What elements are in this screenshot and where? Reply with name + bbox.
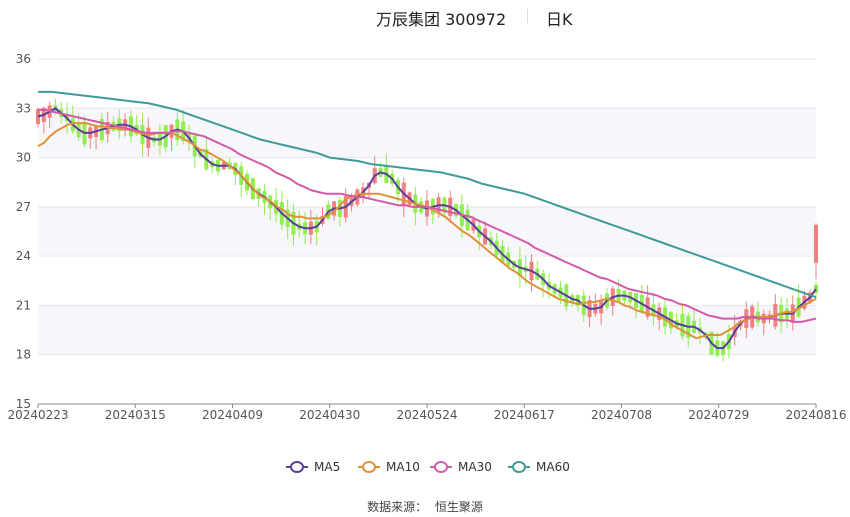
legend-swatch: [358, 461, 380, 473]
y-tick-label: 24: [16, 249, 31, 263]
x-tick-label: 20240729: [688, 408, 749, 422]
stock-title: 万辰集团 300972: [376, 10, 507, 29]
legend-item-ma10[interactable]: MA10: [358, 458, 420, 476]
legend-label: MA60: [536, 460, 570, 474]
series-line-ma30: [38, 108, 817, 323]
x-tick-label: 20240430: [299, 408, 360, 422]
x-tick-label: 20240617: [494, 408, 555, 422]
x-tick-label: 20240524: [396, 408, 457, 422]
candle-body: [814, 224, 818, 263]
y-tick-label: 33: [16, 101, 31, 115]
legend-swatch: [508, 461, 530, 473]
header-divider: [527, 9, 528, 23]
legend-label: MA30: [458, 460, 492, 474]
legend: MA5 MA10 MA30 MA60: [0, 458, 850, 478]
legend-label: MA5: [314, 460, 341, 474]
source-label: 数据来源：: [367, 500, 428, 514]
y-tick-label: 36: [16, 52, 31, 66]
series-line-ma60: [38, 90, 817, 299]
legend-item-ma60[interactable]: MA60: [508, 458, 570, 476]
x-tick-label: 20240409: [202, 408, 263, 422]
x-tick-label: 20240816: [785, 408, 846, 422]
y-tick-label: 15: [16, 397, 31, 411]
y-tick-label: 30: [16, 151, 31, 165]
series-line-ma5: [37, 107, 817, 350]
source-value: 恒生聚源: [434, 500, 483, 514]
kline-chart: 15 18 21 24 27 30 33 36 20240223 20240315 20240409…: [7, 52, 846, 422]
y-tick-label: 27: [16, 200, 31, 214]
x-tick-label: 20240708: [591, 408, 652, 422]
y-tick-label: 18: [16, 348, 31, 362]
legend-label: MA10: [386, 460, 420, 474]
y-tick-label: 21: [16, 298, 31, 312]
chart-header: 万辰集团 300972 日K: [0, 6, 850, 29]
period-label: 日K: [546, 10, 573, 29]
data-source: 数据来源： 恒生聚源: [0, 498, 850, 515]
legend-swatch: [430, 461, 452, 473]
x-tick-label: 20240315: [105, 408, 166, 422]
x-tick-label: 20240223: [7, 408, 68, 422]
legend-item-ma5[interactable]: MA5: [286, 458, 340, 476]
legend-item-ma30[interactable]: MA30: [430, 458, 492, 476]
legend-swatch: [286, 461, 308, 473]
